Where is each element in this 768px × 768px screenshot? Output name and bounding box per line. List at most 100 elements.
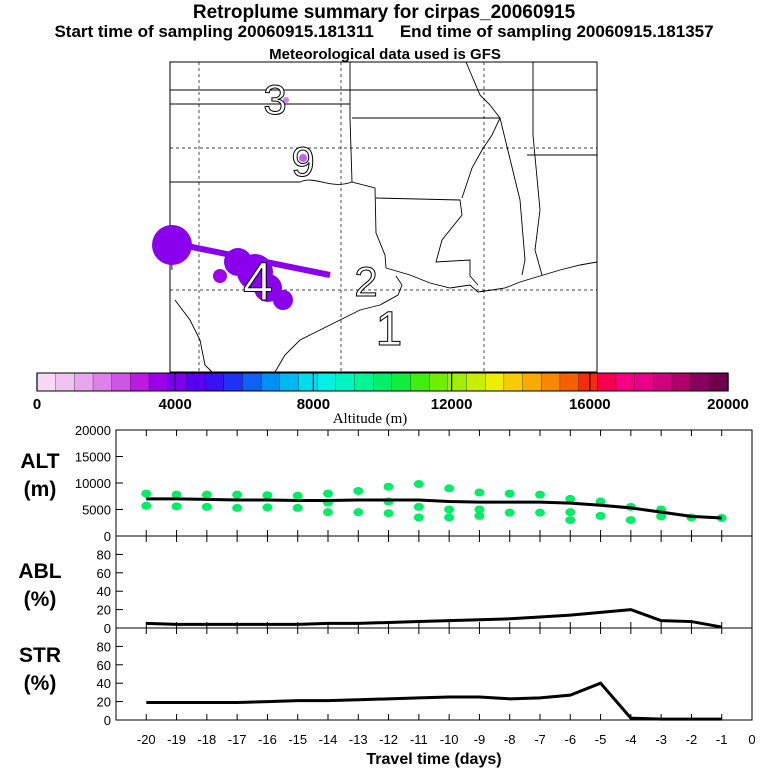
altitude-point — [323, 489, 333, 498]
altitude-point — [413, 502, 424, 511]
x-tick-label: -17 — [228, 732, 247, 747]
altitude-point — [232, 490, 243, 499]
colorbar-tick-label: 4000 — [159, 396, 192, 413]
y-tick-label: 10000 — [75, 476, 111, 491]
colorbar-tick-label: 0 — [33, 396, 41, 413]
altitude-point — [474, 505, 485, 514]
x-tick-label: -2 — [686, 732, 698, 747]
altitude-point — [141, 501, 152, 510]
y-tick-label: 0 — [104, 621, 111, 636]
altitude-colorbar: 0 4000 8000 12000 16000 20000 Altitude (m) — [33, 372, 749, 427]
y-tick-label: 80 — [97, 639, 111, 654]
y-axis-label: (m) — [24, 478, 57, 501]
x-tick-label: -19 — [167, 732, 186, 747]
colorbar-tick-label: 20000 — [707, 396, 749, 413]
y-tick-label: 20 — [97, 695, 111, 710]
x-tick-label: -18 — [197, 732, 216, 747]
altitude-point — [262, 491, 273, 500]
colorbar-cell — [204, 372, 225, 392]
panel-frame — [115, 429, 753, 537]
altitude-point — [444, 505, 455, 514]
plume-track — [152, 97, 331, 310]
x-tick-label: -13 — [349, 732, 368, 747]
colorbar-cell — [541, 372, 561, 392]
colorbar-cell — [410, 372, 430, 392]
colorbar-cell — [354, 372, 374, 392]
x-tick-label: -9 — [474, 732, 486, 747]
x-tick-label: -4 — [625, 732, 637, 747]
y-tick-label: 80 — [97, 547, 111, 562]
day-marker-2: 2 — [354, 258, 377, 305]
colorbar-cell — [130, 372, 150, 392]
day-marker-1: 1 — [376, 303, 403, 356]
altitude-point — [535, 490, 545, 499]
plume-blob — [213, 269, 227, 283]
altitude-point — [474, 511, 485, 520]
altitude-point — [292, 503, 303, 512]
colorbar-cell — [373, 372, 393, 392]
altitude-point — [201, 502, 212, 511]
colorbar-cell — [671, 372, 692, 392]
colorbar-cell — [709, 372, 729, 392]
y-tick-label: 60 — [97, 658, 111, 673]
x-tick-label: -8 — [504, 732, 516, 747]
colorbar-cell — [167, 372, 188, 392]
altitude-point — [535, 508, 545, 517]
y-tick-label: 40 — [97, 584, 111, 599]
colorbar-title: Altitude (m) — [333, 411, 408, 427]
altitude-point — [383, 509, 394, 518]
colorbar-cell — [92, 372, 113, 392]
altitude-point — [171, 502, 182, 511]
colorbar-cell — [634, 372, 654, 392]
altitude-point — [656, 512, 667, 521]
colorbar-cell — [466, 372, 486, 392]
altitude-point — [353, 486, 364, 495]
colorbar-tick-label: 8000 — [297, 396, 330, 413]
y-axis-label: (%) — [24, 672, 57, 695]
altitude-point — [565, 516, 576, 525]
y-tick-label: 15000 — [75, 450, 111, 465]
colorbar-cell — [503, 372, 524, 392]
colorbar-cell — [690, 372, 710, 392]
altitude-point — [383, 482, 394, 491]
altitude-point — [565, 494, 576, 503]
altitude-point — [565, 508, 576, 517]
altitude-point — [474, 488, 485, 497]
x-tick-label: -20 — [137, 732, 156, 747]
altitude-point — [141, 489, 152, 498]
colorbar-cell — [298, 372, 318, 392]
altitude-point — [595, 497, 606, 506]
colorbar-cell — [36, 372, 57, 392]
sampling-times: Start time of sampling 20060915.181311 En… — [0, 22, 768, 42]
colorbar-cell — [335, 372, 356, 392]
altitude-point — [262, 503, 273, 512]
time-series-panels: 0 5000 10000 15000 20000 ALT (m) 0 20 40 60 80 ABL (%… — [18, 423, 755, 768]
x-tick-label: -14 — [319, 732, 338, 747]
day-marker-3: 3 — [263, 76, 286, 123]
x-tick-label: -12 — [379, 732, 398, 747]
chart-title: Retroplume summary for cirpas_20060915 — [192, 2, 576, 23]
altitude-point — [504, 508, 515, 517]
colorbar-cell — [653, 372, 673, 392]
colorbar-cell — [597, 372, 617, 392]
x-tick-label: -5 — [595, 732, 607, 747]
retroplume-map: 3 9 2 1 4 — [152, 61, 598, 373]
y-axis-label: ABL — [18, 560, 61, 583]
colorbar-cell — [615, 372, 636, 392]
colorbar-cell — [578, 372, 598, 392]
colorbar-cell — [74, 372, 94, 392]
x-axis-label: Travel time (days) — [366, 751, 501, 768]
x-tick-label: -16 — [258, 732, 277, 747]
colorbar-cell — [148, 372, 169, 392]
plume-blob — [299, 154, 307, 162]
colorbar-cell — [391, 372, 412, 392]
colorbar-cell — [522, 372, 542, 392]
y-tick-label: 20 — [97, 603, 111, 618]
altitude-point — [171, 490, 182, 499]
y-tick-label: 5000 — [82, 503, 111, 518]
colorbar-cells — [36, 372, 729, 392]
colorbar-cell — [242, 372, 262, 392]
panel-frame — [115, 627, 753, 721]
colorbar-cell — [260, 372, 281, 392]
met-data-label: Meteorological data used is GFS — [269, 46, 501, 63]
